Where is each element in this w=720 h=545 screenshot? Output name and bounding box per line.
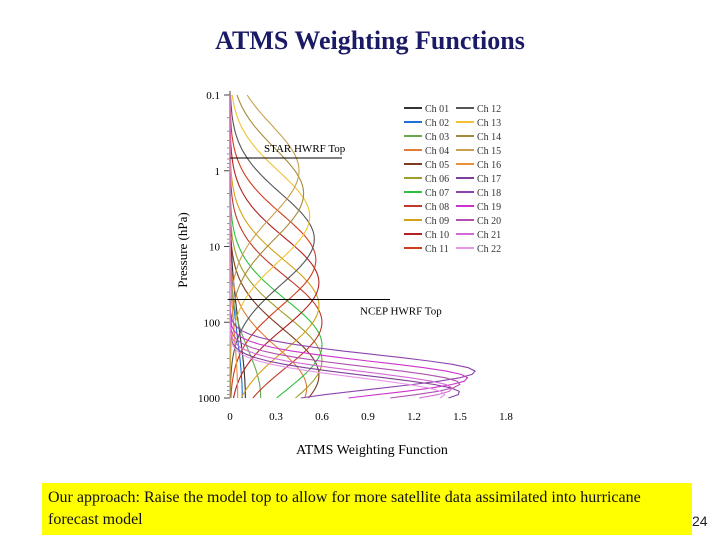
legend-label: Ch 20 — [477, 216, 501, 227]
plot-area: 0.1 1 10 100 1000 0 0.3 0.6 0.9 1.2 1.5 1.8 STAR HWR… — [198, 90, 513, 423]
legend-label: Ch 04 — [425, 146, 449, 157]
legend-label: Ch 21 — [477, 230, 501, 241]
legend-label: Ch 13 — [477, 118, 501, 129]
y-tick-label: 1000 — [198, 393, 221, 405]
legend-label: Ch 19 — [477, 202, 501, 213]
legend-label: Ch 08 — [425, 202, 449, 213]
x-axis-label: ATMS Weighting Function — [296, 443, 448, 458]
legend-label: Ch 18 — [477, 188, 501, 199]
series-line — [229, 95, 262, 398]
legend-label: Ch 10 — [425, 230, 449, 241]
approach-callout: Our approach: Raise the model top to all… — [42, 483, 692, 535]
y-tick-label: 100 — [204, 317, 221, 329]
x-tick-label: 0.6 — [315, 411, 329, 423]
legend-label: Ch 17 — [477, 174, 501, 185]
legend-label: Ch 14 — [477, 132, 501, 143]
legend-label: Ch 03 — [425, 132, 449, 143]
slide-title: ATMS Weighting Functions — [215, 26, 525, 55]
y-axis-label: Pressure (hPa) — [175, 212, 190, 287]
legend-label: Ch 22 — [477, 244, 501, 255]
x-tick-label: 0.3 — [269, 411, 283, 423]
legend-label: Ch 16 — [477, 160, 501, 171]
legend-label: Ch 15 — [477, 146, 501, 157]
legend-label: Ch 02 — [425, 118, 449, 129]
x-tick-label: 0.9 — [361, 411, 375, 423]
legend-label: Ch 05 — [425, 160, 449, 171]
series-line — [229, 94, 300, 398]
y-tick-label: 1 — [215, 166, 221, 178]
page-number: 24 — [692, 513, 708, 529]
x-tick-label: 1.2 — [407, 411, 421, 423]
series-line — [229, 94, 317, 399]
series-line — [229, 94, 311, 398]
y-tick-label: 0.1 — [206, 90, 220, 102]
legend-label: Ch 12 — [477, 104, 501, 115]
x-tick-label: 1.5 — [453, 411, 467, 423]
series-line — [229, 95, 446, 399]
legend-label: Ch 09 — [425, 216, 449, 227]
legend-label: Ch 06 — [425, 174, 449, 185]
legend-label: Ch 11 — [425, 244, 449, 255]
x-tick-label: 1.8 — [499, 411, 513, 423]
series-line — [229, 95, 454, 399]
legend-label: Ch 07 — [425, 188, 449, 199]
series-line — [229, 95, 320, 399]
reference-line-label: STAR HWRF Top — [264, 143, 346, 155]
legend-label: Ch 01 — [425, 104, 449, 115]
x-tick-label: 0 — [227, 411, 233, 423]
reference-line-label: NCEP HWRF Top — [360, 305, 442, 317]
y-tick-label: 10 — [209, 242, 221, 254]
